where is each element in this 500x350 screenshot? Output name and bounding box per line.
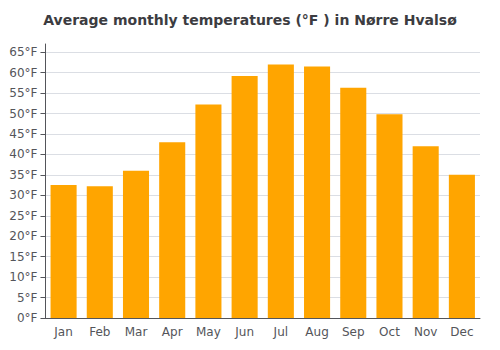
- svg-text:Average monthly temperatures (: Average monthly temperatures (°F ) in Nø…: [43, 12, 457, 28]
- svg-text:Jul: Jul: [273, 325, 288, 339]
- svg-text:15°F: 15°F: [9, 250, 37, 264]
- svg-text:Aug: Aug: [305, 325, 328, 339]
- svg-text:40°F: 40°F: [9, 147, 37, 161]
- svg-text:Sep: Sep: [342, 325, 365, 339]
- svg-text:May: May: [196, 325, 221, 339]
- svg-text:60°F: 60°F: [9, 66, 37, 80]
- svg-text:35°F: 35°F: [9, 168, 37, 182]
- svg-text:10°F: 10°F: [9, 270, 37, 284]
- svg-text:Jun: Jun: [234, 325, 254, 339]
- svg-text:25°F: 25°F: [9, 209, 37, 223]
- svg-text:Jan: Jan: [53, 325, 72, 339]
- svg-text:45°F: 45°F: [9, 127, 37, 141]
- svg-text:0°F: 0°F: [17, 311, 38, 325]
- svg-text:30°F: 30°F: [9, 188, 37, 202]
- svg-text:5°F: 5°F: [17, 291, 38, 305]
- svg-text:Feb: Feb: [89, 325, 110, 339]
- svg-text:Oct: Oct: [379, 325, 400, 339]
- svg-text:20°F: 20°F: [9, 229, 37, 243]
- svg-text:Dec: Dec: [450, 325, 473, 339]
- svg-text:50°F: 50°F: [9, 107, 37, 121]
- svg-text:65°F: 65°F: [9, 45, 37, 59]
- svg-text:55°F: 55°F: [9, 86, 37, 100]
- svg-text:Mar: Mar: [125, 325, 148, 339]
- svg-text:Apr: Apr: [162, 325, 183, 339]
- svg-text:Nov: Nov: [414, 325, 437, 339]
